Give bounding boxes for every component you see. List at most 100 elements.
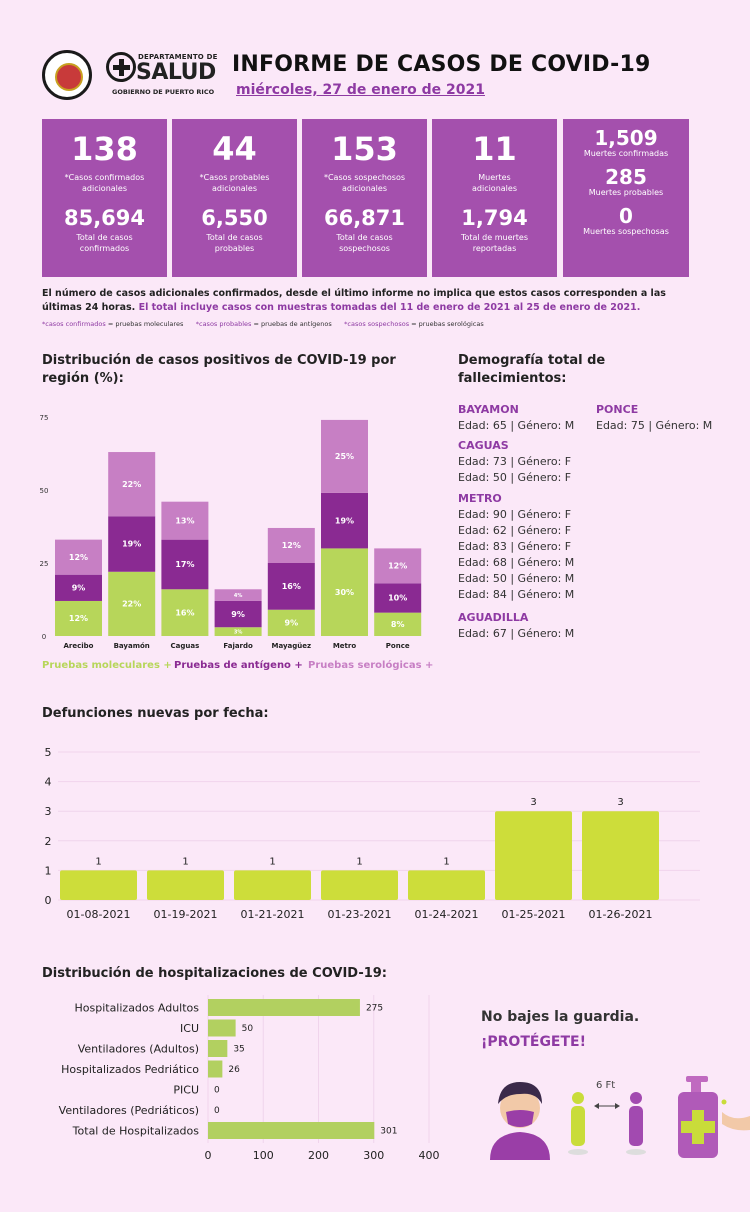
demo-entry: Edad: 84 | Género: M: [458, 588, 575, 601]
bar-value-label: 0: [214, 1086, 220, 1096]
bar-value-label: 16%: [282, 582, 301, 591]
note-value: = pruebas de antígenos: [253, 320, 332, 328]
x-tick-label: 01-25-2021: [502, 908, 566, 921]
y-tick-label: Hospitalizados Adultos: [74, 1002, 199, 1015]
note-key: *casos probables: [195, 320, 252, 328]
bar-value-label: 3%: [234, 629, 243, 635]
x-tick-label: 0: [205, 1149, 212, 1162]
demo-entry: Edad: 73 | Género: F: [458, 455, 572, 468]
stat-additional-label: *Casos sospechosos adicionales: [323, 173, 406, 193]
demo-group-bayamon: BAYAMON Edad: 65 | Género: M: [458, 402, 574, 434]
deaths-probable-label: Muertes probables: [588, 188, 664, 197]
stat-box-deaths: 11 Muertes adicionales 1,794 Total de mu…: [432, 119, 557, 277]
y-tick-label: 1: [45, 864, 52, 877]
bar-segment: [108, 516, 156, 572]
demo-entry: Edad: 83 | Género: F: [458, 540, 572, 553]
bar-value-label: 275: [366, 1004, 383, 1014]
bar-segment: [161, 539, 209, 590]
demo-region-name: CAGUAS: [458, 439, 509, 452]
puerto-rico-seal-logo: [42, 50, 92, 100]
bar-value-label: 9%: [231, 610, 245, 619]
stat-total-value: 6,550: [201, 206, 268, 230]
bar-segment: [374, 583, 422, 613]
bar-value-label: 3: [530, 797, 536, 808]
y-tick-label: 0: [42, 633, 46, 641]
medical-cross-icon: [106, 52, 136, 82]
deaths-suspected-value: 0: [619, 204, 633, 228]
bar-value-label: 0: [214, 1106, 220, 1116]
y-tick-label: 2: [45, 835, 52, 848]
x-tick-label: 01-24-2021: [415, 908, 479, 921]
x-tick-label: 100: [253, 1149, 274, 1162]
stat-additional-label: Muertes adicionales: [471, 173, 517, 193]
demo-entry: Edad: 90 | Género: F: [458, 508, 572, 521]
logo-gob-text: GOBIERNO DE PUERTO RICO: [112, 88, 215, 96]
bar-value-label: 9%: [72, 583, 86, 592]
bar-value-label: 19%: [122, 540, 141, 549]
logo-dept-text: DEPARTAMENTO DE: [138, 53, 218, 61]
x-tick-label: Bayamón: [114, 642, 150, 650]
bar-value-label: 17%: [175, 560, 194, 569]
y-tick-label: 5: [45, 746, 52, 759]
demo-entry: Edad: 67 | Género: M: [458, 627, 575, 640]
bar-value-label: 13%: [175, 516, 194, 525]
bar-value-label: 19%: [335, 516, 354, 525]
bar-value-label: 301: [380, 1127, 397, 1137]
y-tick-label: 4: [45, 776, 52, 789]
demo-group-metro: METRO Edad: 90 | Género: F Edad: 62 | Gé…: [458, 491, 574, 603]
x-tick-label: 01-23-2021: [328, 908, 392, 921]
deaths-suspected-label: Muertes sospechosas: [583, 227, 669, 236]
bar: [208, 999, 360, 1016]
bar-value-label: 30%: [335, 588, 354, 597]
logo-name-text: SALUD: [136, 60, 216, 85]
page-title: INFORME DE CASOS DE COVID-19: [232, 52, 651, 77]
note-key: *casos sospechosos: [344, 320, 410, 328]
legend-entry: Pruebas de antígeno +: [174, 659, 303, 671]
demo-group-caguas: CAGUAS Edad: 73 | Género: F Edad: 50 | G…: [458, 438, 571, 486]
legend-note: *casos confirmados = pruebas moleculares…: [42, 320, 484, 328]
bar-segment: [267, 609, 315, 636]
bar-value-label: 12%: [69, 614, 88, 623]
y-tick-label: 25: [40, 560, 49, 568]
y-tick-label: PICU: [173, 1084, 199, 1097]
deaths-confirmed-label: Muertes confirmadas: [583, 149, 669, 158]
y-tick-label: Ventiladores (Adultos): [78, 1043, 199, 1056]
demo-entry: Edad: 75 | Género: M: [596, 419, 713, 432]
bar-segment: [55, 539, 102, 575]
report-date: miércoles, 27 de enero de 2021: [236, 82, 485, 98]
note-key: *casos confirmados: [42, 320, 106, 328]
report-note: El número de casos adicionales confirmad…: [42, 287, 702, 315]
stat-additional-value: 44: [212, 130, 257, 168]
y-tick-label: Hospitalizados Pedriático: [61, 1063, 199, 1076]
region-chart-title: Distribución de casos positivos de COVID…: [42, 353, 396, 386]
bar-segment: [267, 527, 315, 563]
bar-value-label: 12%: [69, 553, 88, 562]
bar: [208, 1060, 223, 1078]
report-header: DEPARTAMENTO DE SALUD GOBIERNO DE PUERTO…: [0, 0, 750, 112]
hand-sanitizer-icon: [678, 1076, 750, 1158]
bar-segment: [161, 501, 209, 540]
stat-box-confirmed: 138 *Casos confirmados adicionales 85,69…: [42, 119, 167, 277]
y-tick-label: 50: [40, 487, 49, 495]
stat-total-value: 85,694: [63, 206, 146, 230]
prevention-illustration: 6 Ft: [490, 1076, 750, 1160]
x-tick-label: 200: [308, 1149, 329, 1162]
stat-total-label: Total de casos probables: [206, 233, 263, 253]
bar: [234, 870, 311, 900]
stat-total-label: Total de casos sospechosos: [336, 233, 393, 253]
bar-segment: [374, 612, 422, 636]
x-tick-label: Fajardo: [223, 642, 253, 650]
legend-entry: Pruebas serológicas +: [308, 659, 433, 671]
bar-value-label: 35: [233, 1045, 244, 1055]
bar-segment: [321, 548, 368, 636]
bar-segment: [214, 627, 262, 636]
bar: [208, 1040, 228, 1057]
bar: [60, 870, 137, 900]
bar-value-label: 26: [228, 1065, 240, 1075]
stat-additional-label: *Casos probables adicionales: [199, 173, 270, 193]
y-tick-label: 75: [40, 414, 49, 422]
bar-segment: [214, 600, 262, 628]
stat-additional-value: 138: [71, 130, 138, 168]
bar-value-label: 50: [242, 1024, 254, 1034]
note-highlight: El total incluye casos con muestras toma…: [138, 302, 641, 313]
